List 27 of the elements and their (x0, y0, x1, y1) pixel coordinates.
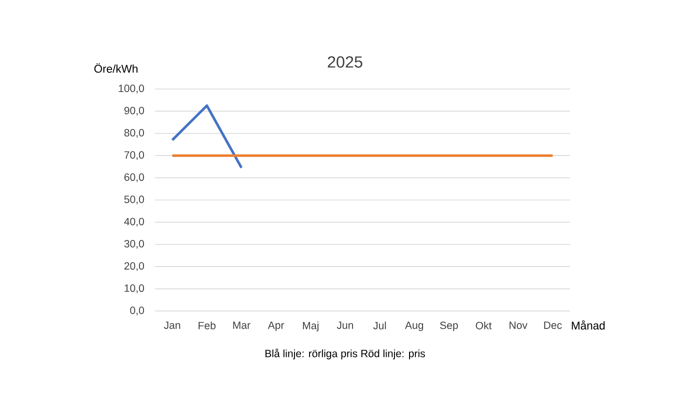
text: Blå linje: rörliga pris Röd linje: pris (265, 348, 425, 360)
x-tick-label: Apr (268, 322, 284, 332)
y-tick-label: 100,0 (118, 84, 144, 94)
x-tick-label: Feb (198, 322, 216, 330)
y-tick-label: 40,0 (124, 218, 144, 227)
y-tick-label: 80,0 (124, 129, 144, 138)
y-tick-label: 0,0 (130, 306, 144, 316)
x-tick-label: Nov (510, 322, 528, 329)
y-axis-title: Öre/kWh (94, 63, 138, 73)
x-tick-label: Sep (440, 322, 458, 332)
y-tick-label: 70,0 (124, 151, 144, 160)
y-tick-label: 30,0 (124, 240, 144, 249)
y-tick-label: 50,0 (124, 196, 144, 204)
x-tick-label: Jul (373, 322, 386, 330)
chart-title: 2025 (328, 56, 362, 68)
y-tick-label: 90,0 (124, 106, 144, 116)
x-tick-label: Jan (164, 322, 180, 329)
y-tick-label: 20,0 (124, 262, 144, 271)
y-tick-label: 60,0 (124, 173, 144, 182)
y-tick-label: 10,0 (124, 284, 144, 294)
x-tick-label: Mar (233, 322, 250, 329)
x-tick-label: Jun (336, 322, 354, 329)
x-tick-label: Dec (544, 322, 562, 329)
x-axis-title: Månad (572, 320, 605, 330)
x-tick-label: Aug (405, 322, 424, 332)
x-tick-label: Okt (476, 322, 492, 330)
x-tick-label: Maj (302, 322, 318, 332)
